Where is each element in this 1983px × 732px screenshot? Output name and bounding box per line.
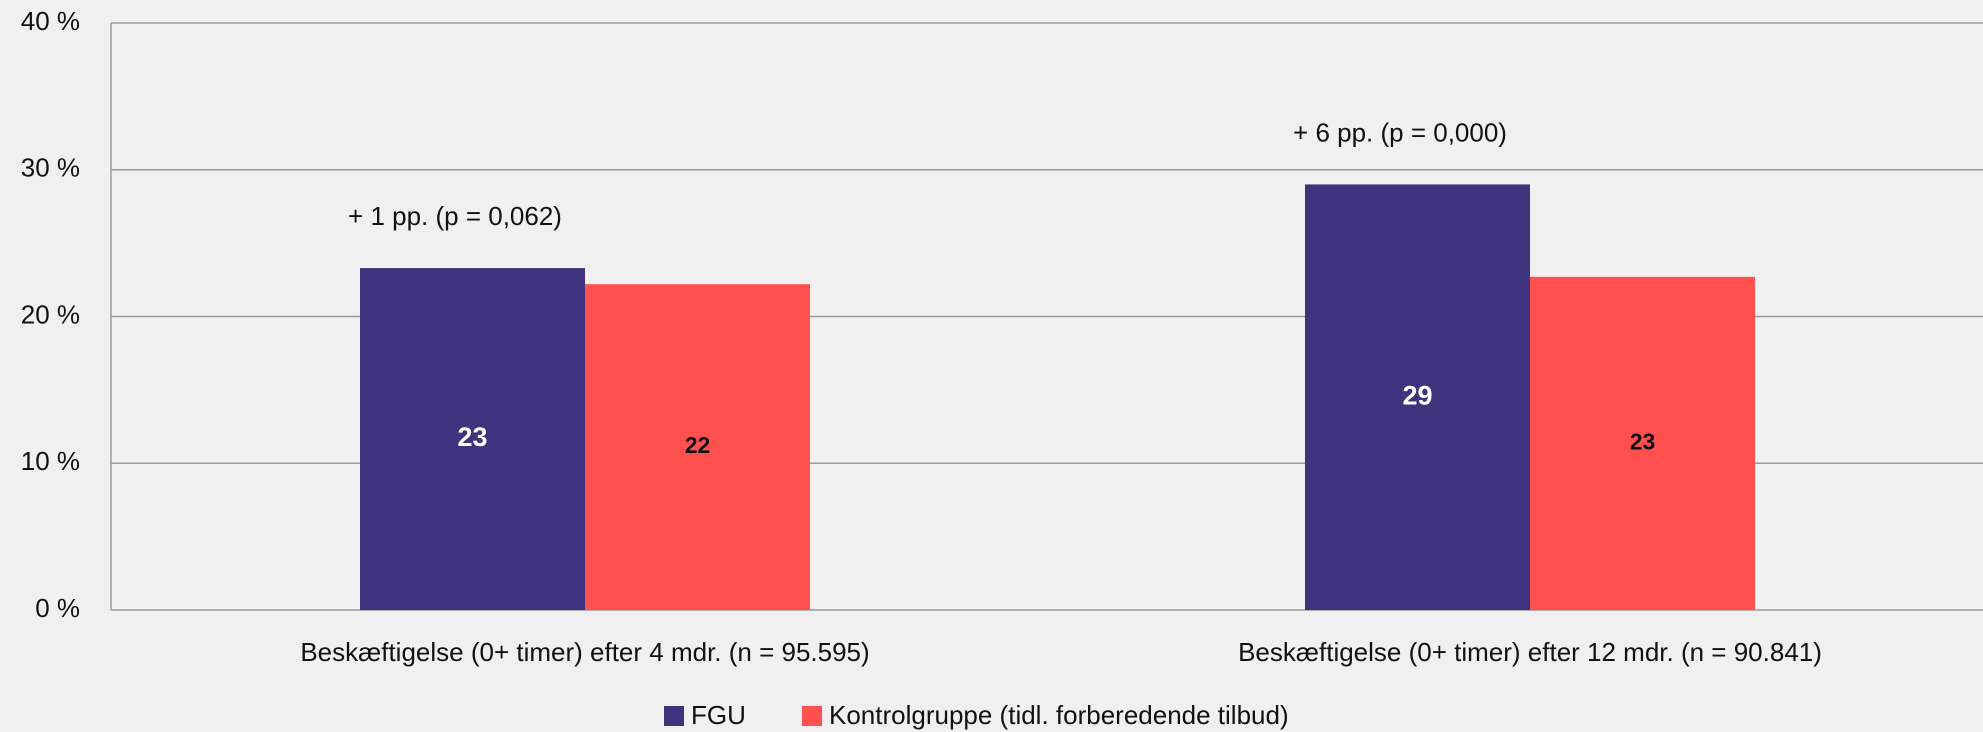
legend-label: Kontrolgruppe (tidl. forberedende tilbud… xyxy=(829,700,1289,730)
y-tick-label: 30 % xyxy=(21,153,80,183)
bar xyxy=(1305,184,1530,611)
data-label: 23 xyxy=(457,422,487,452)
annotation: + 1 pp. (p = 0,062) xyxy=(348,201,562,231)
bar xyxy=(1530,276,1755,610)
bar xyxy=(360,268,585,610)
legend-swatch xyxy=(802,706,822,726)
annotation: + 6 pp. (p = 0,000) xyxy=(1293,117,1507,147)
legend-swatch xyxy=(664,706,684,726)
data-label: 29 xyxy=(1402,380,1432,410)
y-tick-label: 10 % xyxy=(21,446,80,476)
data-label: 22 xyxy=(685,432,711,458)
y-tick-label: 20 % xyxy=(21,299,80,329)
data-label: 23 xyxy=(1630,429,1656,455)
bar xyxy=(585,284,810,610)
x-tick-label: Beskæftigelse (0+ timer) efter 12 mdr. (… xyxy=(1238,637,1822,667)
x-tick-label: Beskæftigelse (0+ timer) efter 4 mdr. (n… xyxy=(300,637,869,667)
y-tick-label: 0 % xyxy=(35,593,80,623)
legend-label: FGU xyxy=(691,700,746,730)
y-tick-label: 40 % xyxy=(21,6,80,36)
